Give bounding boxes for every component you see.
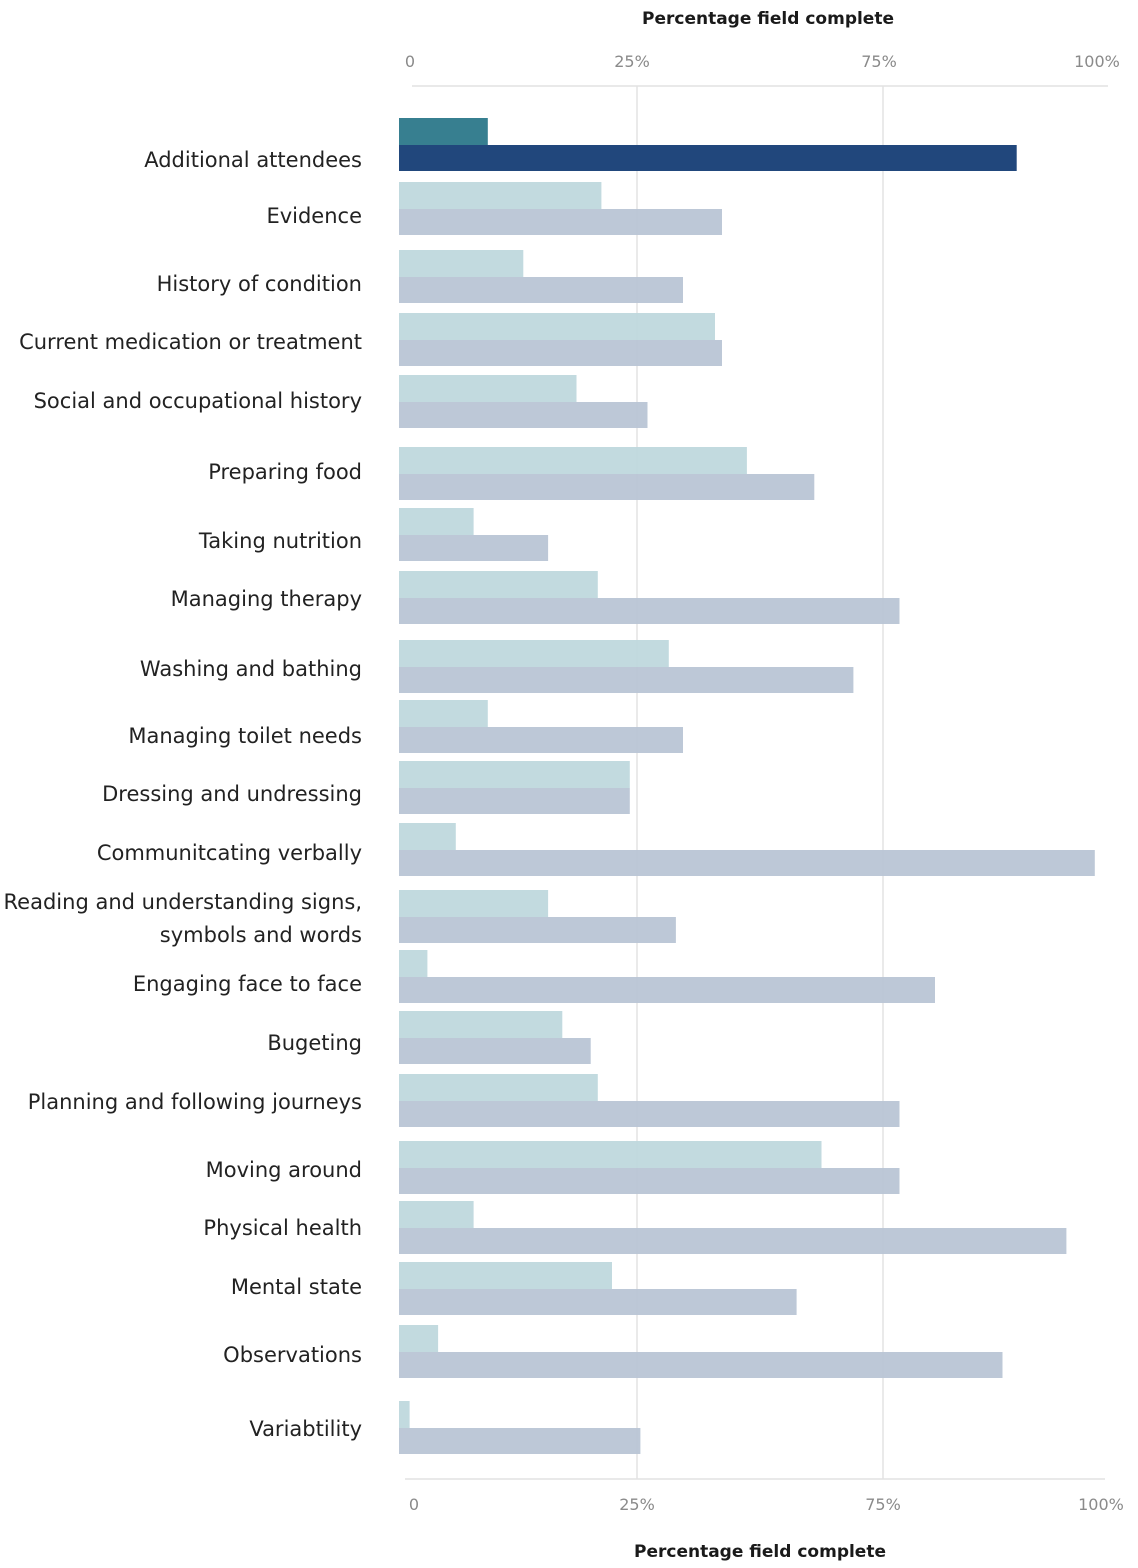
bar-series1 bbox=[399, 250, 524, 277]
bar-series1 bbox=[399, 890, 549, 917]
category-label: Communitcating verbally bbox=[97, 841, 362, 865]
category-label: Reading and understanding signs, bbox=[4, 890, 362, 914]
bar-series1 bbox=[399, 118, 488, 145]
category-label: Evidence bbox=[266, 204, 362, 228]
bottom-tick-label: 25% bbox=[619, 1495, 655, 1514]
bar-series1 bbox=[399, 1141, 822, 1168]
bar-series1 bbox=[399, 1011, 563, 1038]
bar-series2 bbox=[399, 1101, 900, 1127]
category-labels: Additional attendees Evidence History of c… bbox=[4, 148, 362, 1441]
bar-series1 bbox=[399, 1201, 474, 1228]
bar-series2 bbox=[399, 977, 935, 1003]
category-label: Planning and following journeys bbox=[28, 1090, 362, 1114]
bar-series2 bbox=[399, 667, 854, 693]
top-tick-label: 100% bbox=[1074, 52, 1120, 71]
category-label: Dressing and undressing bbox=[102, 782, 362, 806]
category-label: Bugeting bbox=[267, 1031, 362, 1055]
category-label: History of condition bbox=[157, 272, 362, 296]
bar-series1 bbox=[399, 447, 747, 474]
bottom-tick-label: 100% bbox=[1078, 1495, 1124, 1514]
bar-series2 bbox=[399, 598, 900, 624]
category-label: Moving around bbox=[206, 1158, 362, 1182]
bar-series1 bbox=[399, 375, 577, 402]
bar-series1 bbox=[399, 1401, 410, 1428]
top-tick-label: 25% bbox=[614, 52, 650, 71]
bar-series2 bbox=[399, 788, 630, 814]
bar-series2 bbox=[399, 474, 815, 500]
bar-series1 bbox=[399, 1262, 612, 1289]
bar-series1 bbox=[399, 700, 488, 727]
bar-series2 bbox=[399, 145, 1017, 171]
bar-series2 bbox=[399, 917, 676, 943]
category-label: Preparing food bbox=[208, 460, 362, 484]
top-tick-label: 75% bbox=[861, 52, 897, 71]
bar-series2 bbox=[399, 209, 722, 235]
bottom-tick-label: 0 bbox=[409, 1495, 419, 1514]
category-label: Washing and bathing bbox=[140, 657, 362, 681]
category-label: symbols and words bbox=[160, 923, 362, 947]
category-label: Variabtility bbox=[249, 1417, 362, 1441]
bar-series2 bbox=[399, 1428, 641, 1454]
bar-series1 bbox=[399, 571, 598, 598]
category-label: Current medication or treatment bbox=[19, 330, 362, 354]
bar-series1 bbox=[399, 1074, 598, 1101]
bar-series1 bbox=[399, 508, 474, 535]
bar-series2 bbox=[399, 340, 722, 366]
bar-series2 bbox=[399, 1228, 1067, 1254]
bottom-axis-title: Percentage field complete bbox=[634, 1542, 886, 1562]
category-label: Observations bbox=[223, 1343, 362, 1367]
category-label: Physical health bbox=[203, 1216, 362, 1240]
bar-series1 bbox=[399, 950, 428, 977]
category-label: Engaging face to face bbox=[133, 972, 362, 996]
top-axis-title: Percentage field complete bbox=[642, 9, 894, 29]
bar-series2 bbox=[399, 1289, 797, 1315]
top-tick-label: 0 bbox=[405, 52, 415, 71]
bars bbox=[399, 118, 1095, 1454]
bar-series2 bbox=[399, 402, 648, 428]
bar-series2 bbox=[399, 535, 549, 561]
category-label: Managing toilet needs bbox=[128, 724, 362, 748]
bar-series2 bbox=[399, 850, 1095, 876]
bar-series1 bbox=[399, 1325, 439, 1352]
bar-series2 bbox=[399, 1038, 591, 1064]
bar-series1 bbox=[399, 640, 669, 667]
category-label: Social and occupational history bbox=[34, 389, 362, 413]
bar-series1 bbox=[399, 823, 456, 850]
bottom-tick-label: 75% bbox=[865, 1495, 901, 1514]
bar-series2 bbox=[399, 1352, 1003, 1378]
category-label: Managing therapy bbox=[171, 587, 362, 611]
axes: Percentage field complete Percentage fie… bbox=[405, 9, 1124, 1562]
bar-series2 bbox=[399, 1168, 900, 1194]
bar-series2 bbox=[399, 277, 683, 303]
category-label: Taking nutrition bbox=[198, 529, 362, 553]
bar-series1 bbox=[399, 182, 602, 209]
category-label: Additional attendees bbox=[144, 148, 362, 172]
bar-series2 bbox=[399, 727, 683, 753]
bar-series1 bbox=[399, 761, 630, 788]
category-label: Mental state bbox=[231, 1275, 362, 1299]
bar-series1 bbox=[399, 313, 715, 340]
